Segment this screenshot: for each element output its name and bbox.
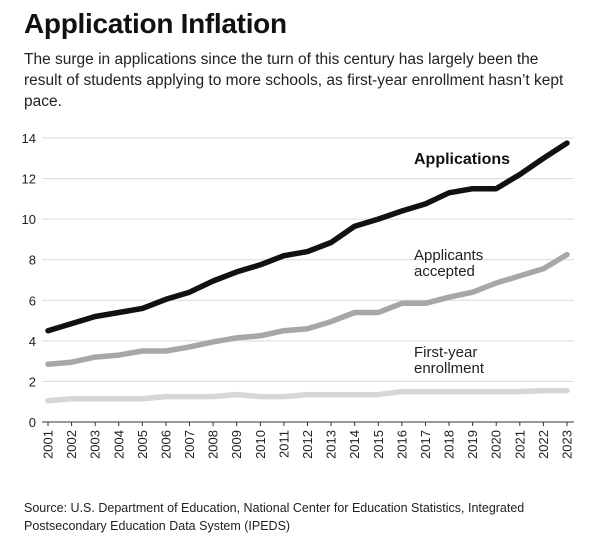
y-tick-label: 10 bbox=[22, 212, 36, 227]
x-tick-label: 2015 bbox=[371, 430, 386, 459]
x-tick-label: 2014 bbox=[347, 430, 362, 459]
x-tick-label: 2012 bbox=[300, 430, 315, 459]
series-label: Applications bbox=[414, 151, 510, 168]
x-tick-label: 2009 bbox=[229, 430, 244, 459]
x-tick-label: 2021 bbox=[512, 430, 527, 459]
x-tick-label: 2016 bbox=[394, 430, 409, 459]
x-tick-label: 2019 bbox=[465, 430, 480, 459]
y-axis-ticks: 0 2 4 6 8 10 12 14 bbox=[22, 131, 36, 430]
x-tick-label: 2011 bbox=[276, 430, 291, 458]
x-tick-label: 2007 bbox=[182, 430, 197, 459]
x-tick-label: 2010 bbox=[253, 430, 268, 459]
x-tick-label: 2013 bbox=[324, 430, 339, 459]
series-line-applications bbox=[45, 140, 570, 334]
y-tick-label: 4 bbox=[29, 334, 36, 349]
x-tick-label: 2004 bbox=[111, 430, 126, 459]
x-axis-ticks: 2001 2002 2003 2004 2005 2006 2007 2008 2009 2010… bbox=[41, 422, 575, 459]
y-tick-label: 14 bbox=[22, 131, 36, 146]
x-tick-label: 2001 bbox=[41, 430, 56, 459]
x-tick-label: 2003 bbox=[88, 430, 103, 459]
source-note: Source: U.S. Department of Education, Na… bbox=[24, 501, 525, 533]
x-tick-label: 2005 bbox=[135, 430, 150, 459]
x-tick-label: 2017 bbox=[418, 430, 433, 459]
x-tick-label: 2020 bbox=[489, 430, 504, 459]
x-tick-label: 2002 bbox=[64, 430, 79, 459]
x-tick-label: 2006 bbox=[158, 430, 173, 459]
line-chart: 0 2 4 6 8 10 12 14 2001 2002 2003 2004 2005 2006 2007… bbox=[22, 131, 575, 459]
y-tick-label: 2 bbox=[29, 374, 36, 389]
series-label: Applicants bbox=[414, 247, 483, 264]
series-label: First-year bbox=[414, 344, 477, 361]
y-tick-label: 12 bbox=[22, 172, 36, 187]
chart-subtitle: The surge in applications since the turn… bbox=[24, 51, 564, 110]
x-tick-label: 2018 bbox=[442, 430, 457, 459]
page-title: Application Inflation bbox=[24, 8, 287, 39]
x-tick-label: 2008 bbox=[206, 430, 221, 459]
x-tick-label: 2022 bbox=[536, 430, 551, 459]
series-lines bbox=[45, 140, 570, 404]
series-line-applicants-accepted bbox=[45, 251, 570, 367]
series-label: accepted bbox=[414, 263, 475, 280]
gridlines bbox=[42, 137, 574, 423]
y-tick-label: 6 bbox=[29, 293, 36, 308]
y-tick-label: 0 bbox=[29, 415, 36, 430]
series-line-first-year-enrollment bbox=[45, 387, 570, 404]
series-label: enrollment bbox=[414, 360, 485, 377]
y-tick-label: 8 bbox=[29, 253, 36, 268]
x-tick-label: 2023 bbox=[560, 430, 575, 459]
